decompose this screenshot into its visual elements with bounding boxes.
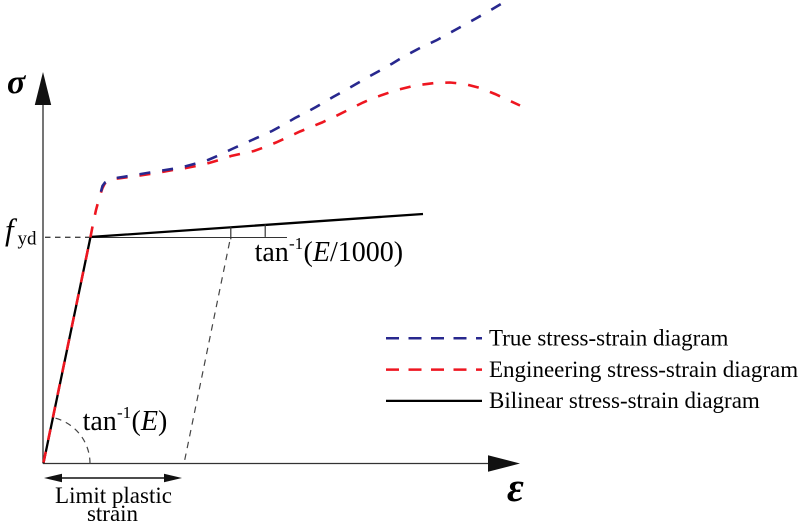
svg-text:yd: yd: [18, 229, 38, 250]
svg-text:ε: ε: [507, 464, 524, 510]
svg-text:σ: σ: [7, 64, 27, 101]
svg-text:strain: strain: [87, 501, 139, 526]
svg-text:True stress-strain diagram: True stress-strain diagram: [489, 326, 728, 351]
svg-text:-1: -1: [289, 234, 303, 253]
svg-text:Engineering stress-strain diag: Engineering stress-strain diagram: [489, 357, 798, 382]
svg-text:tan: tan: [255, 237, 289, 268]
svg-text:(E): (E): [132, 406, 168, 437]
svg-text:Limit plastic: Limit plastic: [55, 483, 172, 508]
svg-text:(E/1000): (E/1000): [304, 237, 404, 268]
svg-text:-1: -1: [117, 403, 131, 422]
svg-text:tan: tan: [83, 406, 117, 437]
svg-text:Bilinear stress-strain diagram: Bilinear stress-strain diagram: [489, 388, 760, 413]
